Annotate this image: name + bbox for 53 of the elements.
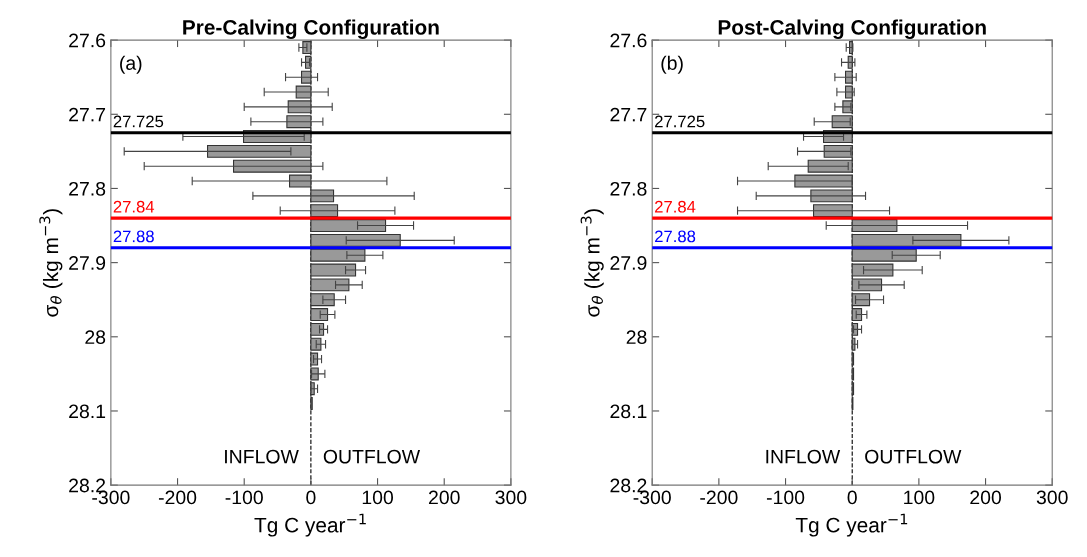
y-tick-label: 27.8: [69, 181, 106, 196]
x-tick-label: 200: [428, 490, 460, 505]
bar: [847, 55, 853, 69]
x-axis-title: Tg C year$^{−1}$: [254, 513, 366, 537]
y-axis-title: σ$_{θ}$ (kg m$^{−3}$): [39, 209, 63, 317]
ref-line-label: 27.725: [113, 115, 164, 128]
annotation: OUTFLOW: [323, 449, 421, 464]
bar: [812, 204, 853, 218]
annotation: INFLOW: [766, 449, 841, 464]
y-tick-label: 27.7: [610, 107, 647, 122]
ref-line-label: 27.88: [113, 230, 154, 243]
ref-line-label: 27.84: [113, 200, 155, 213]
y-tick-label: 27.9: [610, 256, 647, 270]
x-tick-label: 200: [970, 490, 1002, 505]
ref-line-label: 27.725: [655, 115, 705, 128]
y-tick-label: 27.6: [610, 33, 647, 48]
bar: [310, 293, 335, 307]
x-tick-label: -100: [225, 490, 263, 505]
x-tick-label: -100: [766, 490, 805, 505]
y-tick-label: 28.1: [610, 404, 647, 419]
x-tick-label: 0: [847, 490, 857, 505]
x-tick-label: 100: [904, 490, 935, 505]
x-tick-label: 0: [306, 490, 316, 505]
chart-title: Pre-Calving Configuration: [183, 19, 439, 39]
annotation: INFLOW: [225, 449, 299, 464]
y-tick-label: 27.9: [69, 256, 106, 270]
x-tick-label: -200: [700, 490, 738, 505]
bar: [851, 233, 962, 247]
y-tick-label: 27.8: [610, 181, 647, 196]
annotation: (b): [661, 55, 683, 74]
bar: [310, 233, 401, 247]
ref-line-label: 27.88: [655, 230, 696, 243]
x-tick-label: 300: [495, 490, 527, 505]
y-tick-label: 28: [85, 330, 106, 345]
annotation: (a): [120, 55, 142, 74]
bar: [310, 308, 329, 322]
bar: [310, 322, 325, 336]
bar: [310, 219, 387, 233]
chart-title: Post-Calving Configuration: [718, 19, 986, 39]
y-tick-label: 27.7: [69, 107, 106, 122]
y-tick-label: 27.6: [69, 33, 106, 48]
x-tick-label: -200: [158, 490, 197, 505]
y-tick-label: 28: [626, 330, 647, 345]
x-tick-label: 100: [362, 490, 394, 505]
bar: [310, 204, 339, 218]
x-tick-label: 300: [1036, 490, 1068, 505]
x-axis-title: Tg C year$^{−1}$: [795, 513, 908, 537]
ref-line-label: 27.84: [655, 200, 696, 213]
bar: [286, 115, 312, 129]
annotation: OUTFLOW: [865, 449, 962, 464]
y-axis-title: σ$_{θ}$ (kg m$^{−3}$): [580, 209, 604, 317]
y-tick-label: 28.1: [69, 404, 106, 419]
bar: [206, 144, 312, 158]
